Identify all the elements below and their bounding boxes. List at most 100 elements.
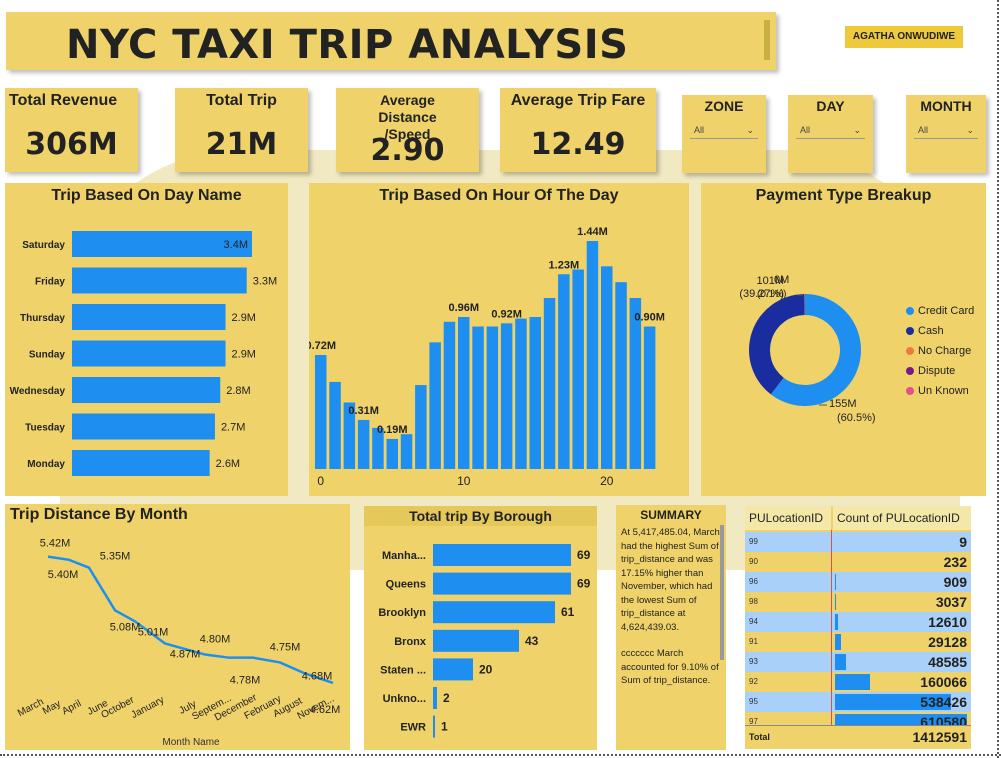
month-chart-panel: Trip Distance By Month 5.42M 5.40M 5.35M 5.… <box>5 504 350 750</box>
month-dropdown[interactable]: All ⌄ <box>914 121 978 139</box>
bar-mark <box>558 274 570 469</box>
kpi-value: 306M <box>25 127 118 162</box>
bar-mark <box>372 427 384 469</box>
bar-mark <box>343 402 356 469</box>
bar-mark <box>433 715 435 738</box>
data-label: 69 <box>577 548 591 562</box>
table-row[interactable]: 95 538426 <box>745 692 971 712</box>
table-row[interactable]: 96 909 <box>745 572 971 592</box>
slice-cash <box>749 294 805 395</box>
bar-mark <box>458 317 470 469</box>
data-label: 2 <box>443 691 450 705</box>
bar-mark <box>72 304 226 330</box>
chevron-down-icon: ⌄ <box>853 125 861 135</box>
legend-dispute[interactable]: Dispute <box>906 365 955 377</box>
data-label: 2.8M <box>226 385 250 397</box>
bar-mark <box>386 438 398 469</box>
payment-donut-chart: 101M(39.27%) 0M (0.1%) 155M (60.5%) <box>739 274 875 424</box>
total-value: 1412591 <box>912 729 967 745</box>
bar-mark <box>329 381 341 469</box>
chart-title: Trip Based On Day Name <box>51 187 242 204</box>
cell-id: 95 <box>749 697 758 706</box>
table-header-count[interactable]: Count of PULocationID <box>833 506 971 530</box>
legend-dot-icon <box>906 367 914 376</box>
data-label: 1 <box>441 720 448 734</box>
series-line <box>47 555 334 685</box>
bar-mark <box>529 317 541 469</box>
slicer-label: ZONE <box>704 98 744 114</box>
table-row[interactable]: 94 12610 <box>745 612 971 632</box>
table-row[interactable]: 93 48585 <box>745 652 971 672</box>
bar-mark <box>72 267 247 294</box>
total-label: Total <box>749 732 770 742</box>
table-row[interactable]: 98 3037 <box>745 592 971 612</box>
bar-mark <box>433 544 571 566</box>
category-label: Manha... <box>382 550 426 562</box>
table-row[interactable]: 99 9 <box>745 532 971 552</box>
data-label: 155M <box>829 398 857 410</box>
legend-no-charge[interactable]: No Charge <box>906 345 971 357</box>
data-bar <box>835 614 838 630</box>
kpi-label: Total Trip <box>206 92 277 109</box>
kpi-value: 21M <box>205 127 278 162</box>
author-badge: AGATHA ONWUDIWE <box>845 26 963 48</box>
borough-chart-panel: Total trip By Borough Manha... 69 Queens 69… <box>364 506 597 750</box>
data-label: 1.44M <box>577 226 608 238</box>
day-name-chart-panel: Trip Based On Day Name Saturday 3.4M Frida… <box>5 183 288 496</box>
summary-scrollbar[interactable] <box>720 525 724 660</box>
data-label: 0.90M <box>634 312 665 324</box>
location-table: PULocationID Count of PULocationID 99 9 90… <box>745 506 971 749</box>
legend-dot-icon <box>906 387 914 396</box>
zone-dropdown[interactable]: All ⌄ <box>690 121 758 139</box>
bar-mark <box>315 355 327 469</box>
cell-id: 97 <box>749 717 758 726</box>
cell-id: 93 <box>749 657 758 666</box>
category-label: Brooklyn <box>378 607 426 619</box>
day-name-bar-chart: Saturday 3.4M Friday 3.3M Thursday 2.9M Sunday… <box>10 231 277 476</box>
cell-count: 29128 <box>928 634 967 650</box>
table-row[interactable]: 91 29128 <box>745 632 971 652</box>
table-header-id[interactable]: PULocationID <box>745 506 831 530</box>
table-row[interactable]: 92 160066 <box>745 672 971 692</box>
summary-title: SUMMARY <box>640 508 702 522</box>
bar-mark <box>543 298 556 469</box>
table-row[interactable]: 90 232 <box>745 552 971 572</box>
slicer-zone[interactable]: ZONE All ⌄ <box>682 95 766 173</box>
data-label: 5.40M <box>48 569 79 581</box>
legend-cash[interactable]: Cash <box>906 325 944 337</box>
summary-paragraph: ccccccc March accounted for 9.10% of Sum… <box>621 648 719 686</box>
bar-mark <box>615 282 627 469</box>
data-label: 0.19M <box>377 424 408 436</box>
legend-credit-card[interactable]: Credit Card <box>906 305 974 317</box>
data-label: 4.68M <box>302 670 333 682</box>
kpi-total-trip: Total Trip 21M <box>175 88 308 172</box>
kpi-label: Average Distance /Speed <box>378 92 437 142</box>
x-tick-label: 20 <box>600 474 614 488</box>
slicer-day[interactable]: DAY All ⌄ <box>788 95 873 173</box>
bar-mark <box>433 629 519 652</box>
slicer-month[interactable]: MONTH All ⌄ <box>906 95 986 173</box>
bar-mark <box>429 342 441 469</box>
data-bar <box>835 674 870 690</box>
payment-chart-panel: Payment Type Breakup 101M (39.27%) 0M (0.1%… <box>701 183 986 496</box>
legend-unknown[interactable]: Un Known <box>906 385 969 397</box>
x-tick-label: January <box>130 695 167 721</box>
data-label: 4.87M <box>170 648 201 660</box>
category-label: Thursday <box>20 313 65 324</box>
cell-count: 538426 <box>920 694 967 710</box>
data-label: 4.80M <box>200 634 231 646</box>
bar-mark <box>472 326 484 469</box>
data-label: 5.35M <box>100 551 131 563</box>
day-dropdown[interactable]: All ⌄ <box>796 121 865 139</box>
category-label: Bronx <box>394 636 427 648</box>
data-label: 0.31M <box>348 405 379 417</box>
borough-bar-chart: Manha... 69 Queens 69 Brooklyn 61 Bronx 43 State… <box>378 544 591 738</box>
category-label: Monday <box>27 459 65 470</box>
cell-count: 48585 <box>928 654 967 670</box>
category-label: Queens <box>386 579 426 591</box>
legend-dot-icon <box>906 347 914 356</box>
page-border <box>997 0 999 758</box>
data-label: (0.1%) <box>757 289 786 300</box>
x-tick-label: 10 <box>457 474 471 488</box>
